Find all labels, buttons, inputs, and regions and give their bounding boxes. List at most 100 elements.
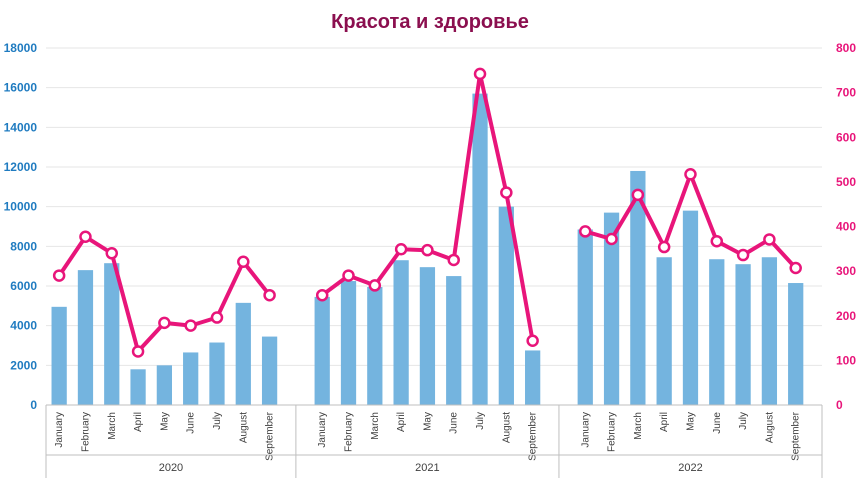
x-tick-label: March bbox=[370, 412, 381, 440]
bar bbox=[446, 276, 462, 405]
x-tick-label: June bbox=[712, 412, 723, 434]
right-axis-tick-label: 700 bbox=[836, 86, 856, 100]
x-tick-label: April bbox=[133, 412, 144, 432]
line-point bbox=[631, 188, 645, 202]
bar bbox=[735, 264, 751, 405]
bar bbox=[472, 93, 488, 405]
x-tick-label: July bbox=[738, 412, 749, 430]
bar bbox=[235, 302, 251, 405]
x-tick-label: July bbox=[212, 412, 223, 430]
bar bbox=[525, 350, 541, 405]
year-label: 2022 bbox=[678, 462, 702, 474]
line-point bbox=[263, 288, 276, 302]
bar bbox=[761, 257, 778, 405]
bar bbox=[682, 210, 699, 405]
x-tick-label: June bbox=[186, 412, 197, 434]
bar bbox=[788, 283, 804, 405]
bar bbox=[393, 260, 409, 405]
line-point bbox=[579, 225, 592, 238]
line-point bbox=[105, 247, 119, 260]
year-label: 2021 bbox=[415, 462, 439, 474]
x-tick-label: February bbox=[607, 412, 618, 452]
bar bbox=[498, 206, 514, 405]
bar bbox=[130, 369, 146, 405]
line-point bbox=[500, 186, 513, 199]
x-tick-label: May bbox=[159, 412, 170, 431]
axes: 0200040006000800010000120001400016000180… bbox=[4, 41, 856, 478]
year-label: 2020 bbox=[159, 462, 183, 474]
x-tick-label: June bbox=[449, 412, 460, 434]
x-tick-label: March bbox=[107, 412, 118, 440]
right-axis-tick-label: 400 bbox=[836, 220, 856, 234]
bar bbox=[709, 259, 725, 405]
x-tick-label: April bbox=[396, 412, 407, 432]
x-tick-label: August bbox=[501, 412, 512, 443]
line-point bbox=[421, 243, 434, 257]
x-tick-label: April bbox=[659, 412, 670, 432]
line-point bbox=[763, 233, 776, 246]
bar bbox=[104, 263, 120, 405]
right-axis-tick-label: 100 bbox=[836, 353, 856, 367]
left-axis-tick-label: 16000 bbox=[4, 81, 38, 95]
line-point bbox=[237, 255, 250, 269]
x-tick-label: February bbox=[344, 412, 355, 452]
x-tick-label: July bbox=[475, 412, 486, 430]
chart-title: Красота и здоровье bbox=[331, 11, 529, 33]
bar bbox=[261, 336, 278, 405]
x-tick-label: January bbox=[54, 412, 65, 448]
right-axis-tick-label: 200 bbox=[836, 309, 856, 323]
left-axis-tick-label: 6000 bbox=[10, 279, 37, 293]
bar bbox=[77, 270, 94, 405]
right-axis-tick-label: 600 bbox=[836, 130, 856, 144]
bar bbox=[367, 286, 383, 405]
line-point bbox=[315, 288, 329, 302]
bar bbox=[156, 365, 173, 405]
x-tick-label: January bbox=[580, 412, 591, 448]
line-point bbox=[394, 243, 408, 256]
bar bbox=[656, 257, 672, 405]
line-point bbox=[736, 248, 750, 262]
line-point bbox=[131, 345, 145, 358]
x-tick-label: August bbox=[238, 412, 249, 443]
left-axis-tick-label: 18000 bbox=[4, 41, 38, 55]
x-tick-label: May bbox=[422, 412, 433, 431]
x-tick-label: March bbox=[633, 412, 644, 440]
x-tick-label: September bbox=[528, 411, 539, 461]
line-series bbox=[52, 67, 802, 358]
line-point bbox=[52, 269, 66, 282]
line-point bbox=[710, 234, 724, 248]
bar-series bbox=[51, 93, 804, 405]
left-axis-tick-label: 4000 bbox=[10, 319, 37, 333]
line-point bbox=[526, 334, 539, 347]
line-point bbox=[342, 269, 355, 282]
right-axis-tick-label: 300 bbox=[836, 264, 856, 278]
bar bbox=[51, 306, 67, 405]
x-tick-label: January bbox=[317, 412, 328, 448]
line-point bbox=[684, 168, 697, 181]
left-axis-tick-label: 12000 bbox=[4, 160, 38, 174]
line-point bbox=[158, 316, 171, 330]
bar bbox=[340, 281, 357, 405]
line-point bbox=[657, 240, 671, 254]
bar bbox=[314, 296, 330, 405]
right-axis-tick-label: 500 bbox=[836, 175, 856, 189]
left-axis-tick-label: 10000 bbox=[4, 200, 38, 214]
left-axis-tick-label: 0 bbox=[30, 398, 37, 412]
x-tick-label: August bbox=[764, 412, 775, 443]
bar bbox=[630, 170, 646, 405]
x-tick-label: September bbox=[265, 411, 276, 461]
right-axis-tick-label: 0 bbox=[836, 398, 843, 412]
line-point bbox=[210, 311, 224, 324]
bar bbox=[603, 212, 620, 405]
x-tick-label: February bbox=[80, 412, 91, 452]
left-axis-tick-label: 8000 bbox=[10, 239, 37, 253]
line-point bbox=[473, 67, 487, 81]
line-point bbox=[605, 232, 618, 246]
bar bbox=[577, 229, 593, 405]
bar bbox=[419, 267, 436, 405]
bar bbox=[209, 342, 225, 405]
left-axis-tick-label: 2000 bbox=[10, 358, 37, 372]
line-point bbox=[447, 253, 460, 267]
